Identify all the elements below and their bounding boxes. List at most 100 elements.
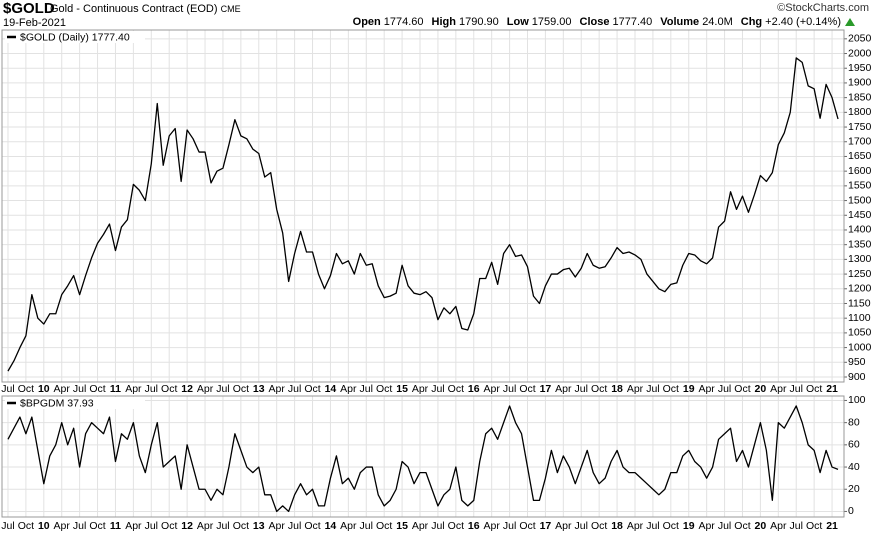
x-tick-label: Oct xyxy=(806,383,822,395)
x-tick-label: Oct xyxy=(233,520,249,532)
plot-frame xyxy=(1,395,845,518)
quote-value: 1774.60 xyxy=(383,16,424,28)
quote-label: Volume xyxy=(660,16,700,28)
x-tick-label: Oct xyxy=(18,383,34,395)
legend-box xyxy=(5,31,145,43)
x-tick-label: Apr xyxy=(698,520,715,532)
x-tick-label: 21 xyxy=(826,520,838,532)
y-tick-label: 1050 xyxy=(848,327,872,339)
y-tick-label: 1800 xyxy=(848,106,872,118)
y-tick-label: 80 xyxy=(848,416,860,428)
y-tick-label: 1500 xyxy=(848,194,872,206)
x-tick-label: 18 xyxy=(611,520,623,532)
date: 19-Feb-2021 xyxy=(3,17,66,29)
x-tick-label: Apr xyxy=(770,383,787,395)
x-tick-label: 16 xyxy=(468,383,480,395)
x-tick-label: Oct xyxy=(376,383,392,395)
x-tick-label: Apr xyxy=(340,383,357,395)
quote-item: Low 1759.00 xyxy=(507,16,576,28)
x-tick-label: Oct xyxy=(591,383,607,395)
y-tick-label: 1550 xyxy=(848,180,872,192)
x-tick-label: Apr xyxy=(125,520,142,532)
y-tick-label: 1600 xyxy=(848,165,872,177)
quote-item: Chg +2.40 (+0.14%) xyxy=(741,16,845,28)
y-tick-label: 2000 xyxy=(848,47,872,59)
plot-frame xyxy=(1,29,845,383)
x-tick-label: 10 xyxy=(38,520,50,532)
x-tick-label: Jul xyxy=(360,520,373,532)
x-tick-label: Oct xyxy=(304,383,320,395)
x-tick-label: Oct xyxy=(304,520,320,532)
x-tick-label: Jul xyxy=(216,383,229,395)
x-tick-label: Apr xyxy=(197,383,214,395)
y-tick-label: 1400 xyxy=(848,224,872,236)
x-tick-label: Jul xyxy=(575,520,588,532)
quote-value: 1759.00 xyxy=(531,16,572,28)
header: $GOLD Gold - Continuous Contract (EOD) C… xyxy=(0,0,877,30)
x-tick-label: 17 xyxy=(540,383,552,395)
x-tick-label: Oct xyxy=(89,383,105,395)
y-tick-label: 1900 xyxy=(848,77,872,89)
x-tick-label: 12 xyxy=(181,383,193,395)
x-tick-label: 20 xyxy=(755,520,767,532)
x-tick-label: Jul xyxy=(790,383,803,395)
x-tick-label: 12 xyxy=(181,520,193,532)
x-tick-label: Jul xyxy=(431,383,444,395)
x-tick-label: Jul xyxy=(646,520,659,532)
price-line xyxy=(7,57,839,372)
x-tick-label: Jul xyxy=(575,383,588,395)
x-tick-label: Oct xyxy=(734,520,750,532)
x-tick-label: Apr xyxy=(770,520,787,532)
x-tick-label: Jul xyxy=(360,383,373,395)
x-tick-label: Apr xyxy=(197,520,214,532)
x-tick-label: Jul xyxy=(1,520,14,532)
x-tick-label: Apr xyxy=(125,383,142,395)
x-tick-label: Oct xyxy=(519,383,535,395)
x-tick-label: Apr xyxy=(54,383,71,395)
x-tick-label: Apr xyxy=(54,520,71,532)
x-tick-label: Oct xyxy=(448,520,464,532)
x-tick-label: Oct xyxy=(806,520,822,532)
legend-label: $GOLD (Daily) 1777.40 xyxy=(20,31,130,43)
x-tick-label: 19 xyxy=(683,383,695,395)
x-tick-label: Jul xyxy=(288,520,301,532)
quote-item: Close 1777.40 xyxy=(580,16,657,28)
x-tick-label: Oct xyxy=(448,383,464,395)
x-tick-label: Oct xyxy=(663,383,679,395)
y-tick-label: 1200 xyxy=(848,283,872,295)
y-tick-label: 1700 xyxy=(848,136,872,148)
quote-label: Low xyxy=(506,16,529,28)
x-tick-label: 15 xyxy=(396,520,408,532)
x-tick-label: Jul xyxy=(718,383,731,395)
quote: Open 1774.60 High 1790.90 Low 1759.00 Close 177… xyxy=(353,16,845,28)
legend-box xyxy=(5,397,145,409)
x-tick-label: 16 xyxy=(468,520,480,532)
x-tick-label: Oct xyxy=(161,383,177,395)
quote-label: Close xyxy=(579,16,610,28)
x-tick-label: 10 xyxy=(38,383,50,395)
y-tick-label: 2050 xyxy=(848,33,872,45)
quote-label: Chg xyxy=(740,16,763,28)
x-tick-label: Apr xyxy=(698,383,715,395)
x-tick-label: Apr xyxy=(627,520,644,532)
plot-area xyxy=(2,30,844,382)
quote-value: 24.0M xyxy=(702,16,733,28)
x-tick-label: Jul xyxy=(288,383,301,395)
price-line xyxy=(7,405,839,513)
x-tick-label: Oct xyxy=(663,520,679,532)
copyright: ©StockCharts.com xyxy=(777,2,869,14)
y-tick-label: 1250 xyxy=(848,268,872,280)
y-tick-label: 1650 xyxy=(848,150,872,162)
up-arrow xyxy=(845,18,855,26)
quote-value: 1777.40 xyxy=(612,16,653,28)
y-tick-label: 100 xyxy=(848,394,866,406)
x-tick-label: Jul xyxy=(145,383,158,395)
y-tick-label: 0 xyxy=(848,505,854,517)
x-tick-label: Apr xyxy=(555,520,572,532)
x-tick-label: Jul xyxy=(790,520,803,532)
x-tick-label: Oct xyxy=(18,520,34,532)
x-tick-label: Jul xyxy=(718,520,731,532)
x-tick-label: 20 xyxy=(755,383,767,395)
y-tick-label: 40 xyxy=(848,461,860,473)
